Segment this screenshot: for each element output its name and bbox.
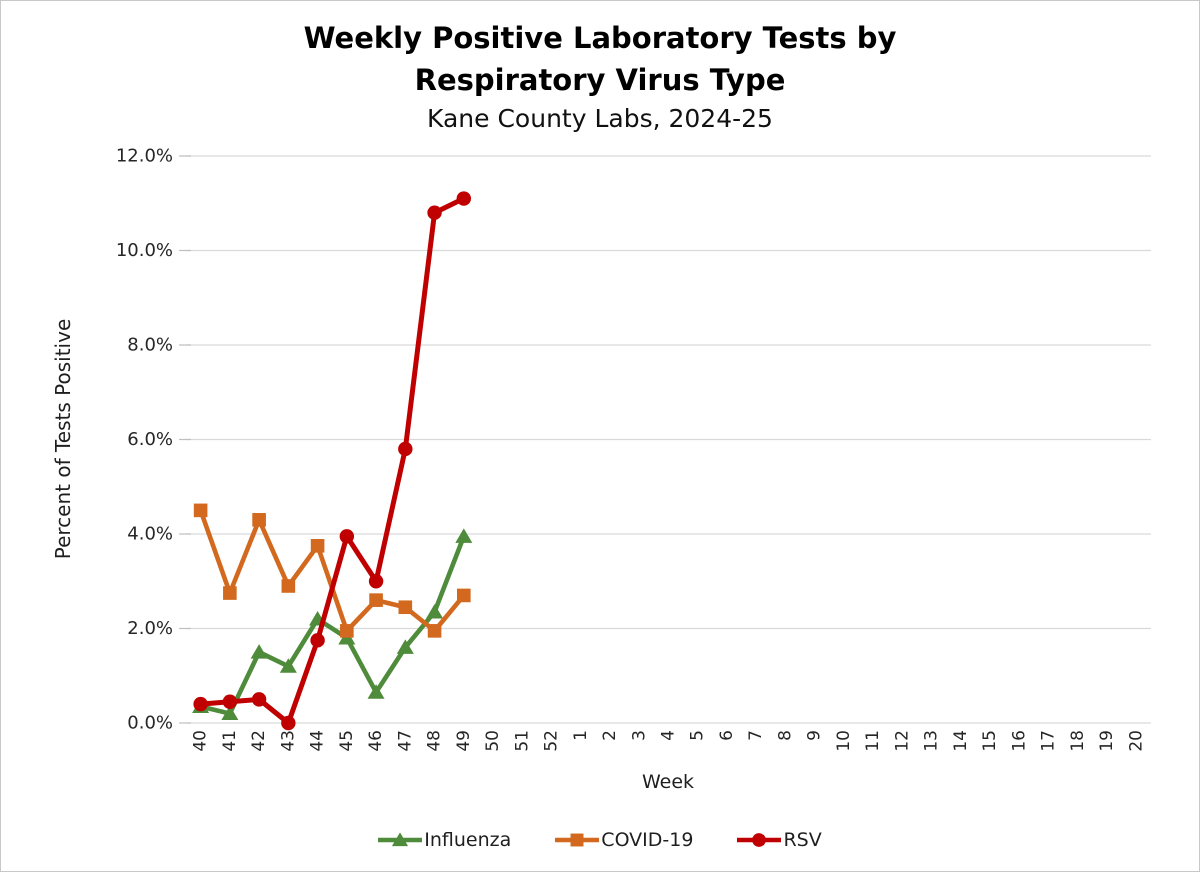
- x-tick-label: 18: [1068, 730, 1088, 752]
- y-tick-label: 10.0%: [116, 240, 173, 261]
- x-tick-label: 2: [600, 730, 620, 741]
- x-tick-label: 7: [746, 730, 766, 741]
- legend-label-covid19: COVID-19: [601, 829, 694, 851]
- x-tick-label: 41: [220, 730, 240, 752]
- legend-label-rsv: RSV: [783, 829, 822, 851]
- chart-subtitle: Kane County Labs, 2024-25: [427, 104, 773, 133]
- influenza-line-marker-icon: [378, 831, 423, 849]
- x-tick-label: 8: [775, 730, 795, 741]
- legend: Influenza COVID-19 RSV: [1, 829, 1199, 851]
- chart-title: Weekly Positive Laboratory Tests by Resp…: [1, 17, 1199, 101]
- y-tick-label: 2.0%: [127, 618, 173, 639]
- x-tick-label: 5: [688, 730, 708, 741]
- x-tick-label: 15: [980, 730, 1000, 752]
- rsv-line-marker-icon: [737, 831, 782, 849]
- y-tick-label: 12.0%: [116, 146, 173, 167]
- x-tick-label: 45: [337, 730, 357, 752]
- x-tick-label: 52: [542, 730, 562, 752]
- series-rsv: [193, 191, 472, 731]
- y-tick-label: 8.0%: [127, 335, 173, 356]
- x-tick-label: 42: [249, 730, 269, 752]
- y-tick-label: 6.0%: [127, 429, 173, 450]
- x-tick-label: 4: [659, 730, 679, 741]
- chart-title-line1: Weekly Positive Laboratory Tests by: [303, 21, 897, 55]
- chart-title-line2: Respiratory Virus Type: [414, 63, 786, 97]
- x-tick-label: 1: [571, 730, 591, 741]
- legend-label-influenza: Influenza: [424, 829, 512, 851]
- x-tick-label: 9: [805, 730, 825, 741]
- x-tick-label: 46: [366, 730, 386, 752]
- x-tick-label: 14: [951, 730, 971, 752]
- x-tick-label: 3: [629, 730, 649, 741]
- x-tick-label: 51: [512, 730, 532, 752]
- x-tick-label: 17: [1039, 730, 1059, 752]
- x-tick-label: 40: [191, 730, 211, 752]
- x-tick-label: 19: [1097, 730, 1117, 752]
- x-tick-label: 12: [892, 730, 912, 752]
- x-tick-label: 10: [834, 730, 854, 752]
- x-tick-label: 16: [1009, 730, 1029, 752]
- x-tick-label: 11: [863, 730, 883, 752]
- x-tick-label: 13: [922, 730, 942, 752]
- x-tick-label: 47: [395, 730, 415, 752]
- x-tick-label: 20: [1126, 730, 1146, 752]
- x-tick-label: 50: [483, 730, 503, 752]
- x-tick-label: 43: [278, 730, 298, 752]
- y-tick-label: 0.0%: [127, 713, 173, 734]
- legend-item-covid19: COVID-19: [555, 829, 693, 851]
- x-axis-title: Week: [641, 771, 695, 793]
- x-tick-label: 6: [717, 730, 737, 741]
- x-tick-label: 49: [454, 730, 474, 752]
- legend-item-rsv: RSV: [737, 829, 822, 851]
- x-tick-label: 44: [308, 730, 328, 752]
- x-tick-label: 48: [425, 730, 445, 752]
- legend-item-influenza: Influenza: [378, 829, 511, 851]
- y-tick-label: 4.0%: [127, 524, 173, 545]
- covid19-line-marker-icon: [555, 831, 600, 849]
